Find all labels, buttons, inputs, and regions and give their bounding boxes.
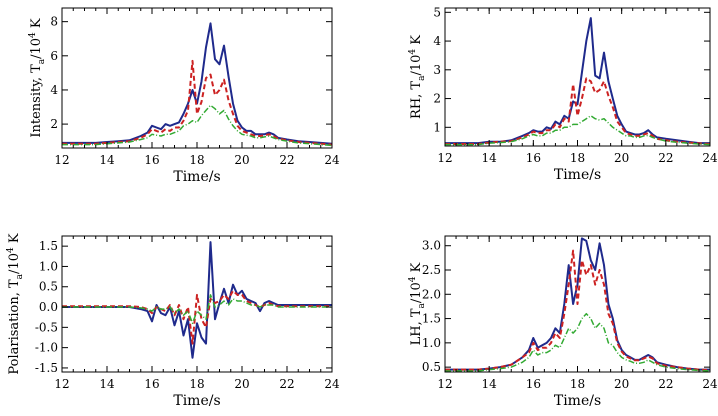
y-label-part: Intensity, T bbox=[29, 64, 44, 138]
x-tick-label: 14 bbox=[99, 377, 115, 391]
y-tick-label: 1.0 bbox=[39, 259, 58, 273]
x-tick-label: 18 bbox=[189, 153, 204, 167]
y-label-part: 4 bbox=[28, 32, 38, 38]
y-label-part: 4 bbox=[6, 247, 16, 253]
panel-polarisation: 12 14 16 18 20 22 24 -1.5 -1.0 -0.5 0.0 0.5 1.0 1.5 Ti… bbox=[6, 233, 340, 409]
y-label-part: 4 bbox=[408, 276, 418, 282]
y-label-part: LH, T bbox=[409, 308, 424, 345]
y-tick-label: 1 bbox=[433, 120, 441, 134]
y-tick-label: 2.5 bbox=[422, 263, 441, 277]
x-axis-label: Time/s bbox=[173, 393, 220, 409]
x-tick-label: 12 bbox=[437, 151, 452, 165]
y-tick-label: 2.0 bbox=[422, 287, 441, 301]
x-axis-label: Time/s bbox=[554, 393, 601, 409]
panel-lh: 12 14 16 18 20 22 24 0.5 1.0 1.5 2.0 2.5 3.0 Time/s LH… bbox=[408, 235, 718, 409]
y-label-part: a bbox=[15, 273, 25, 279]
x-tick-label: 18 bbox=[570, 151, 585, 165]
y-tick-label: 2 bbox=[433, 92, 441, 106]
x-axis-label: Time/s bbox=[554, 167, 601, 183]
y-label-part: a bbox=[417, 302, 427, 308]
y-tick-label: 5 bbox=[433, 5, 441, 19]
y-axis-label: LH, Ta/104 K bbox=[408, 262, 427, 345]
y-tick-label: -1.0 bbox=[35, 341, 58, 355]
series-line-RH-dash bbox=[62, 289, 332, 345]
series-line-total bbox=[62, 22, 333, 145]
x-tick-label: 22 bbox=[279, 377, 294, 391]
x-tick-label: 16 bbox=[144, 153, 159, 167]
y-tick-label: 3.0 bbox=[422, 239, 441, 253]
y-label-part: /10 bbox=[29, 38, 44, 59]
y-tick-label: 8 bbox=[50, 15, 58, 29]
x-tick-label: 24 bbox=[324, 377, 340, 391]
series-line-total bbox=[445, 237, 710, 371]
x-tick-label: 24 bbox=[702, 377, 718, 391]
plot-frame bbox=[444, 7, 711, 147]
x-tick-label: 20 bbox=[614, 151, 629, 165]
x-tick-label: 14 bbox=[482, 377, 498, 391]
series-line-LH bbox=[62, 104, 333, 147]
y-label-part: K bbox=[409, 35, 424, 49]
y-tick-label: 0.5 bbox=[422, 360, 441, 374]
y-tick-label: 2 bbox=[50, 117, 58, 131]
x-tick-label: 18 bbox=[570, 377, 585, 391]
x-tick-label: 16 bbox=[526, 151, 541, 165]
x-tick-label: 14 bbox=[99, 153, 115, 167]
y-tick-label: 1.0 bbox=[422, 336, 441, 350]
y-label-part: /10 bbox=[7, 253, 22, 274]
y-tick-label: 6 bbox=[50, 49, 58, 63]
x-tick-label: 16 bbox=[144, 377, 159, 391]
y-tick-label: 0.0 bbox=[39, 300, 58, 314]
x-tick-label: 20 bbox=[234, 153, 249, 167]
series-line-LH-dashdot bbox=[445, 115, 711, 146]
y-tick-label: -0.5 bbox=[35, 320, 58, 334]
y-tick-label: 3 bbox=[433, 63, 441, 77]
y-label-part: /10 bbox=[409, 282, 424, 303]
series-line-LH-dashdot bbox=[62, 294, 332, 325]
series-line-LH-dashdot bbox=[445, 312, 711, 372]
y-axis-label: RH, Ta/104 K bbox=[408, 35, 427, 119]
y-tick-label: 0.5 bbox=[39, 280, 58, 294]
series-line-total bbox=[445, 17, 710, 145]
y-tick-label: 4 bbox=[50, 83, 58, 97]
x-tick-label: 14 bbox=[482, 151, 498, 165]
x-tick-label: 12 bbox=[54, 377, 69, 391]
y-axis-label: Intensity, Ta/104 K bbox=[28, 18, 47, 138]
y-axis-label: Polarisation, Ta/104 K bbox=[6, 233, 25, 374]
y-label-part: Polarisation, T bbox=[7, 279, 22, 375]
x-tick-label: 18 bbox=[189, 377, 204, 391]
y-label-part: /10 bbox=[409, 55, 424, 76]
y-label-part: a bbox=[417, 75, 427, 81]
y-label-part: K bbox=[7, 233, 22, 247]
x-tick-label: 24 bbox=[702, 151, 718, 165]
y-tick-label: 1.5 bbox=[39, 239, 58, 253]
y-label-part: RH, T bbox=[409, 81, 424, 119]
x-tick-label: 12 bbox=[54, 153, 69, 167]
x-tick-label: 22 bbox=[279, 153, 294, 167]
y-tick-label: 4 bbox=[433, 34, 441, 48]
y-tick-label: -1.5 bbox=[35, 361, 58, 375]
x-tick-label: 24 bbox=[324, 153, 340, 167]
y-tick-label: 1.5 bbox=[422, 312, 441, 326]
x-axis-label: Time/s bbox=[173, 169, 220, 185]
x-tick-label: 20 bbox=[234, 377, 249, 391]
x-tick-label: 22 bbox=[658, 377, 673, 391]
x-tick-label: 22 bbox=[658, 151, 673, 165]
y-label-part: a bbox=[37, 58, 47, 64]
plot-frame bbox=[61, 7, 333, 149]
series-line-RH-dash bbox=[445, 77, 711, 145]
series-line-RH bbox=[62, 59, 333, 146]
series-line-total bbox=[62, 241, 332, 359]
x-tick-label: 16 bbox=[526, 377, 541, 391]
y-label-part: K bbox=[29, 18, 44, 32]
y-label-part: 4 bbox=[408, 49, 418, 55]
x-tick-label: 20 bbox=[614, 377, 629, 391]
series-line-RH-dash bbox=[445, 249, 711, 372]
y-label-part: K bbox=[409, 262, 424, 276]
x-tick-label: 12 bbox=[437, 377, 452, 391]
